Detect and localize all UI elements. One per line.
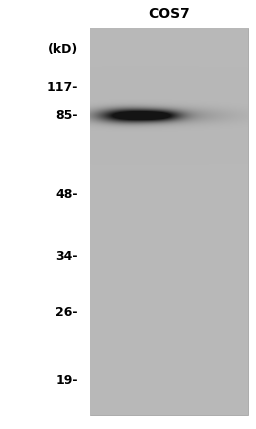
Text: 34-: 34- bbox=[56, 250, 78, 263]
Text: 85-: 85- bbox=[56, 109, 78, 121]
Text: (kD): (kD) bbox=[48, 43, 78, 56]
Text: COS7: COS7 bbox=[148, 7, 190, 21]
Text: 19-: 19- bbox=[56, 374, 78, 387]
Text: 26-: 26- bbox=[56, 306, 78, 319]
Bar bbox=[90, 28, 248, 415]
Text: 117-: 117- bbox=[47, 82, 78, 94]
Text: 48-: 48- bbox=[56, 188, 78, 201]
